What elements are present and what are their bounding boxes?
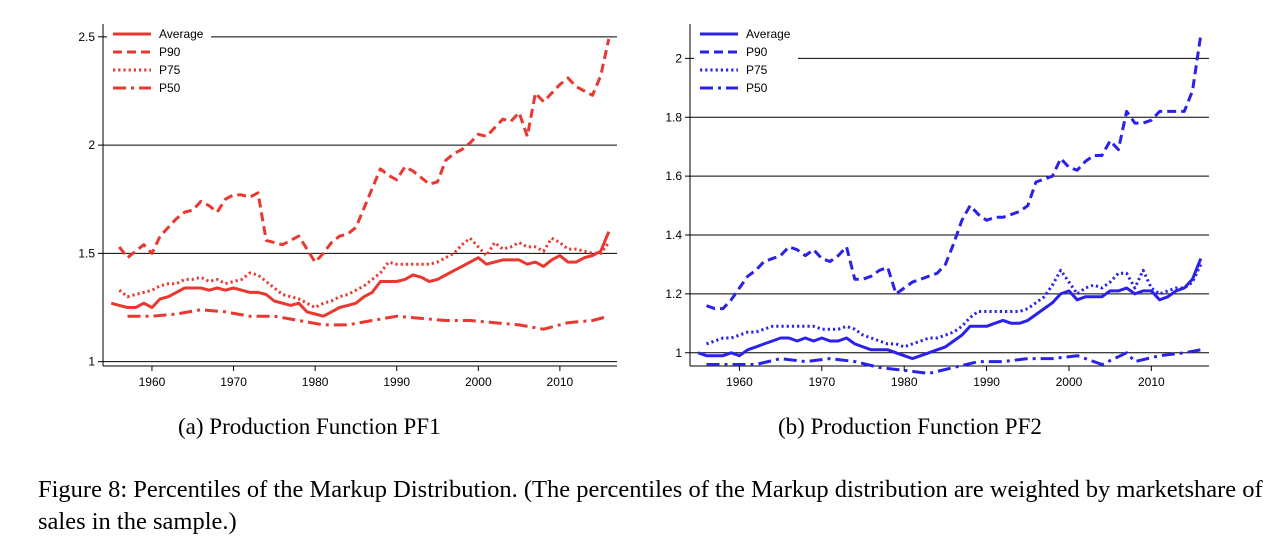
series-line-p75 [705,263,1203,349]
panel-b-caption: (b) Production Function PF2 [778,414,1042,439]
x-tick-label: 2000 [1056,375,1083,389]
x-tick-label: 2010 [1138,375,1165,389]
y-tick-label: 1.5 [78,246,95,260]
series-line-p90 [118,38,611,264]
y-tick-label: 1.4 [665,228,682,242]
y-tick-label: 1.6 [665,169,682,183]
chart-panel-b: 1 1.2 1.4 1.6 1.8 2 1960 1970 1980 1990 2000 2010 Av… [665,22,1209,389]
panel-a-caption: (a) Production Function PF1 [178,414,441,439]
y-tick-label: 1 [88,355,95,369]
series-line-p50 [127,308,610,331]
legend-label: P50 [159,81,181,95]
series-line-p50 [706,348,1202,375]
x-tick-label: 1990 [383,375,410,389]
legend-label: P90 [159,45,181,59]
legend-label: P75 [746,63,768,77]
legend-label: Average [159,27,204,41]
legend-label: P90 [746,45,768,59]
x-tick-label: 1980 [891,375,918,389]
x-tick-label: 1990 [973,375,1000,389]
x-tick-label: 2010 [547,375,574,389]
y-tick-label: 1.2 [665,287,682,301]
x-tick-label: 1970 [808,375,835,389]
y-tick-label: 1.8 [665,110,682,124]
y-tick-label: 1 [675,346,682,360]
series-line-average [110,231,611,318]
legend-label: P75 [159,63,181,77]
x-tick-label: 1960 [726,375,753,389]
y-tick-label: 2 [88,138,95,152]
series-line-average [697,258,1203,361]
legend-label: P50 [746,81,768,95]
figure-caption: Figure 8: Percentiles of the Markup Dist… [38,476,1263,535]
y-tick-label: 2.5 [78,30,95,44]
x-tick-label: 1960 [139,375,166,389]
legend-label: Average [746,27,791,41]
x-tick-label: 1970 [220,375,247,389]
x-tick-label: 2000 [465,375,492,389]
series-line-p75 [118,236,610,309]
chart-panel-a: 1 1.5 2 2.5 1960 1970 1980 1990 2000 2010 Average P… [78,22,617,389]
series-line-p90 [705,34,1203,311]
x-tick-label: 1980 [302,375,329,389]
y-tick-label: 2 [675,51,682,65]
